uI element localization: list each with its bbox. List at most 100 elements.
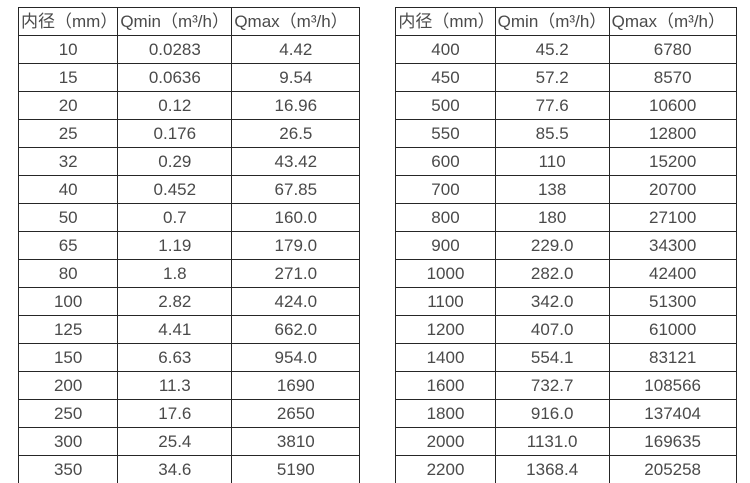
table-cell: 0.176 <box>117 119 233 148</box>
column-header: Qmax（m³/h） <box>231 7 361 36</box>
table-cell: 65 <box>17 231 119 260</box>
flow-table-small-diameters: 内径（mm） Qmin（m³/h） Qmax（m³/h） 10 0.0283 4.42 15… <box>17 7 361 483</box>
table-cell: 554.1 <box>494 343 610 372</box>
table-cell: 67.85 <box>231 175 361 204</box>
table-row: 350 34.6 5190 <box>17 455 361 483</box>
table-cell: 1100 <box>395 287 496 316</box>
table-cell: 32 <box>17 147 119 176</box>
table-cell: 108566 <box>608 371 737 400</box>
column-header: Qmax（m³/h） <box>608 7 737 36</box>
table-cell: 6780 <box>608 35 737 64</box>
table-row: 400 45.2 6780 <box>395 35 737 64</box>
table-cell: 179.0 <box>231 231 361 260</box>
column-header: 内径（mm） <box>17 7 119 36</box>
table-row: 32 0.29 43.42 <box>17 147 361 176</box>
table-row: 900 229.0 34300 <box>395 231 737 260</box>
table-cell: 2650 <box>231 399 361 428</box>
table-cell: 0.0283 <box>117 35 233 64</box>
table-cell: 25 <box>17 119 119 148</box>
table-cell: 77.6 <box>494 91 610 120</box>
table-cell: 26.5 <box>231 119 361 148</box>
table-cell: 900 <box>395 231 496 260</box>
table-cell: 662.0 <box>231 315 361 344</box>
table-row: 300 25.4 3810 <box>17 427 361 456</box>
table-cell: 43.42 <box>231 147 361 176</box>
table-row: 15 0.0636 9.54 <box>17 63 361 92</box>
table-cell: 500 <box>395 91 496 120</box>
table-row: 1600 732.7 108566 <box>395 371 737 400</box>
table-row: 25 0.176 26.5 <box>17 119 361 148</box>
table-cell: 1200 <box>395 315 496 344</box>
table-cell: 12800 <box>608 119 737 148</box>
table-cell: 125 <box>17 315 119 344</box>
table-cell: 10 <box>17 35 119 64</box>
table-cell: 1690 <box>231 371 361 400</box>
table-cell: 80 <box>17 259 119 288</box>
table-cell: 2200 <box>395 455 496 483</box>
table-row: 10 0.0283 4.42 <box>17 35 361 64</box>
table-cell: 20 <box>17 91 119 120</box>
table-cell: 0.29 <box>117 147 233 176</box>
table-cell: 600 <box>395 147 496 176</box>
column-header: Qmin（m³/h） <box>117 7 233 36</box>
table-row: 80 1.8 271.0 <box>17 259 361 288</box>
table-cell: 0.7 <box>117 203 233 232</box>
table-row: 1000 282.0 42400 <box>395 259 737 288</box>
table-row: 500 77.6 10600 <box>395 91 737 120</box>
table-cell: 27100 <box>608 203 737 232</box>
table-row: 800 180 27100 <box>395 203 737 232</box>
table-cell: 2.82 <box>117 287 233 316</box>
table-cell: 0.12 <box>117 91 233 120</box>
table-cell: 1.8 <box>117 259 233 288</box>
table-cell: 550 <box>395 119 496 148</box>
table-cell: 42400 <box>608 259 737 288</box>
table-cell: 180 <box>494 203 610 232</box>
flow-table-large-diameters: 内径（mm） Qmin（m³/h） Qmax（m³/h） 400 45.2 6780 450… <box>395 7 737 483</box>
table-cell: 350 <box>17 455 119 483</box>
table-cell: 57.2 <box>494 63 610 92</box>
table-cell: 800 <box>395 203 496 232</box>
table-cell: 2000 <box>395 427 496 456</box>
table-row: 100 2.82 424.0 <box>17 287 361 316</box>
table-cell: 11.3 <box>117 371 233 400</box>
table-cell: 407.0 <box>494 315 610 344</box>
table-row: 1200 407.0 61000 <box>395 315 737 344</box>
table-cell: 34300 <box>608 231 737 260</box>
header-row: 内径（mm） Qmin（m³/h） Qmax（m³/h） <box>17 7 361 36</box>
table-row: 250 17.6 2650 <box>17 399 361 428</box>
table-cell: 1000 <box>395 259 496 288</box>
table-cell: 16.96 <box>231 91 361 120</box>
table-row: 450 57.2 8570 <box>395 63 737 92</box>
table-cell: 450 <box>395 63 496 92</box>
table-cell: 1368.4 <box>494 455 610 483</box>
table-cell: 10600 <box>608 91 737 120</box>
table-cell: 160.0 <box>231 203 361 232</box>
table-row: 1800 916.0 137404 <box>395 399 737 428</box>
table-cell: 9.54 <box>231 63 361 92</box>
table-cell: 954.0 <box>231 343 361 372</box>
table-cell: 342.0 <box>494 287 610 316</box>
table-cell: 20700 <box>608 175 737 204</box>
table-cell: 17.6 <box>117 399 233 428</box>
table-cell: 400 <box>395 35 496 64</box>
table-cell: 34.6 <box>117 455 233 483</box>
table-cell: 15 <box>17 63 119 92</box>
column-header: Qmin（m³/h） <box>494 7 610 36</box>
table-row: 125 4.41 662.0 <box>17 315 361 344</box>
table-cell: 40 <box>17 175 119 204</box>
table-cell: 732.7 <box>494 371 610 400</box>
table-cell: 4.41 <box>117 315 233 344</box>
table-row: 200 11.3 1690 <box>17 371 361 400</box>
table-row: 1100 342.0 51300 <box>395 287 737 316</box>
header-row: 内径（mm） Qmin（m³/h） Qmax（m³/h） <box>395 7 737 36</box>
table-cell: 150 <box>17 343 119 372</box>
table-row: 2200 1368.4 205258 <box>395 455 737 483</box>
table-cell: 100 <box>17 287 119 316</box>
table-row: 20 0.12 16.96 <box>17 91 361 120</box>
table-cell: 50 <box>17 203 119 232</box>
column-header: 内径（mm） <box>395 7 496 36</box>
table-row: 600 110 15200 <box>395 147 737 176</box>
table-cell: 85.5 <box>494 119 610 148</box>
table-cell: 0.0636 <box>117 63 233 92</box>
table-row: 2000 1131.0 169635 <box>395 427 737 456</box>
